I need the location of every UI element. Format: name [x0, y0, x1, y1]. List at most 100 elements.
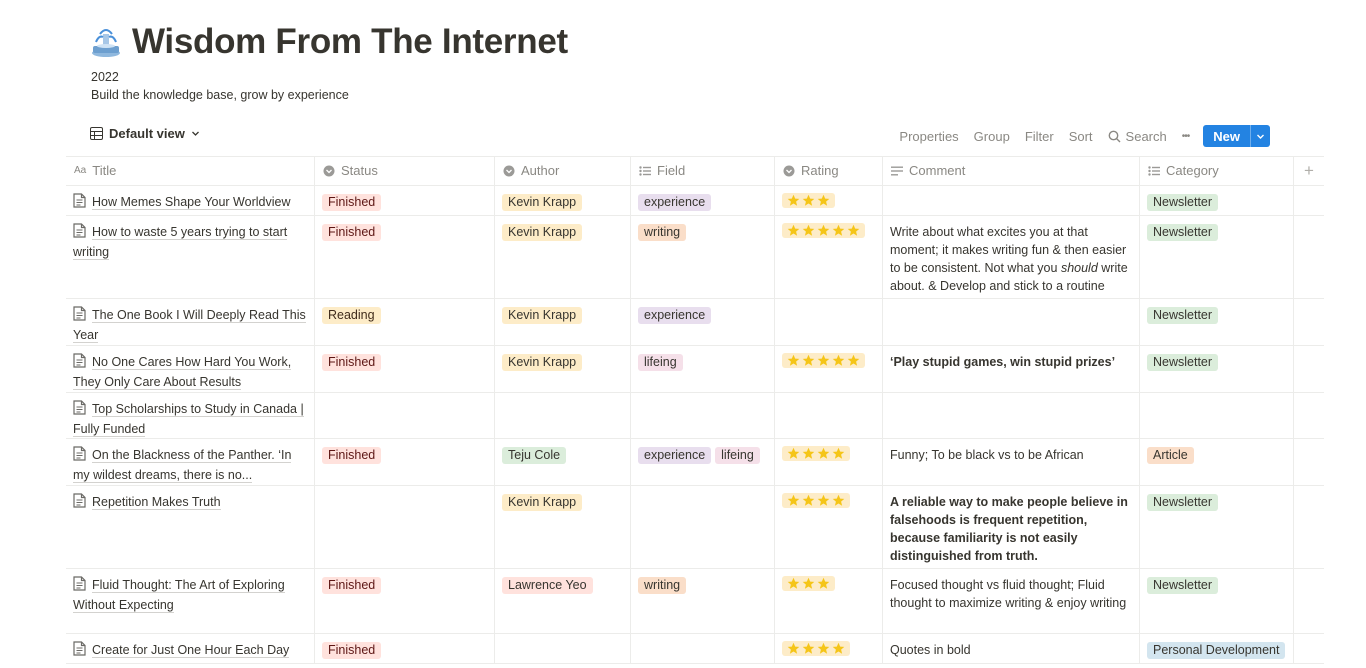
title-cell[interactable]: How Memes Shape Your Worldview	[66, 186, 315, 215]
category-tag[interactable]: Newsletter	[1147, 577, 1219, 594]
page-title[interactable]: Wisdom From The Internet	[132, 22, 568, 61]
title-cell[interactable]: How to waste 5 years trying to start wri…	[66, 216, 315, 298]
field-cell[interactable]: lifeing	[631, 346, 775, 392]
field-cell[interactable]	[631, 393, 775, 438]
category-cell[interactable]: Newsletter	[1140, 299, 1294, 345]
status-badge[interactable]: Finished	[322, 354, 382, 371]
category-cell[interactable]: Newsletter	[1140, 216, 1294, 298]
author-cell[interactable]: Lawrence Yeo	[495, 569, 631, 633]
field-tag[interactable]: experience	[638, 194, 712, 211]
more-options-button[interactable]: •••	[1181, 130, 1190, 142]
table-row[interactable]: Repetition Makes Truth Kevin Krapp A relia…	[66, 486, 1324, 569]
author-tag[interactable]: Kevin Krapp	[502, 224, 583, 241]
title-cell[interactable]: No One Cares How Hard You Work, They Onl…	[66, 346, 315, 392]
comment-cell[interactable]: Funny; To be black vs to be African	[883, 439, 1140, 485]
comment-cell[interactable]: A reliable way to make people believe in…	[883, 486, 1140, 568]
author-tag[interactable]: Kevin Krapp	[502, 354, 583, 371]
field-cell[interactable]: writing	[631, 569, 775, 633]
author-tag[interactable]: Kevin Krapp	[502, 307, 583, 324]
author-cell[interactable]: Kevin Krapp	[495, 486, 631, 568]
comment-cell[interactable]: Focused thought vs fluid thought; Fluid …	[883, 569, 1140, 633]
field-cell[interactable]: experience	[631, 299, 775, 345]
status-cell[interactable]	[315, 486, 495, 568]
author-cell[interactable]	[495, 393, 631, 438]
star-rating[interactable]	[782, 576, 835, 591]
category-cell[interactable]: Newsletter	[1140, 486, 1294, 568]
row-title-link[interactable]: Repetition Makes Truth	[92, 495, 221, 510]
status-badge[interactable]: Finished	[322, 577, 382, 594]
table-row[interactable]: No One Cares How Hard You Work, They Onl…	[66, 346, 1324, 393]
row-title-link[interactable]: On the Blackness of the Panther. ‘In my …	[73, 448, 292, 483]
rating-cell[interactable]	[775, 299, 883, 345]
column-header-rating[interactable]: Rating	[775, 157, 883, 185]
rating-cell[interactable]	[775, 186, 883, 215]
field-tag[interactable]: writing	[638, 577, 687, 594]
status-badge[interactable]: Finished	[322, 447, 382, 464]
category-tag[interactable]: Personal Development	[1147, 642, 1286, 659]
rating-cell[interactable]	[775, 393, 883, 438]
group-button[interactable]: Group	[973, 128, 1010, 144]
comment-cell[interactable]: ‘Play stupid games, win stupid prizes’	[883, 346, 1140, 392]
category-cell[interactable]: Newsletter	[1140, 569, 1294, 633]
field-tag[interactable]: lifeing	[715, 447, 760, 464]
page-description[interactable]: 2022 Build the knowledge base, grow by e…	[91, 68, 349, 104]
row-title-link[interactable]: No One Cares How Hard You Work, They Onl…	[73, 355, 292, 390]
comment-cell[interactable]	[883, 186, 1140, 215]
new-button[interactable]: New	[1213, 128, 1240, 144]
title-cell[interactable]: Repetition Makes Truth	[66, 486, 315, 568]
status-cell[interactable]: Reading	[315, 299, 495, 345]
table-row[interactable]: Top Scholarships to Study in Canada | Fu…	[66, 393, 1324, 439]
sort-button[interactable]: Sort	[1068, 128, 1093, 144]
author-tag[interactable]: Lawrence Yeo	[502, 577, 593, 594]
author-cell[interactable]	[495, 634, 631, 663]
default-view-tab[interactable]: Default view	[90, 126, 200, 141]
status-cell[interactable]: Finished	[315, 634, 495, 663]
star-rating[interactable]	[782, 446, 850, 461]
title-cell[interactable]: Create for Just One Hour Each Day	[66, 634, 315, 663]
row-title-link[interactable]: Top Scholarships to Study in Canada | Fu…	[73, 402, 304, 437]
author-cell[interactable]: Kevin Krapp	[495, 346, 631, 392]
field-tag[interactable]: writing	[638, 224, 687, 241]
field-cell[interactable]: experience	[631, 186, 775, 215]
column-header-title[interactable]: Aa Title	[66, 157, 315, 185]
category-cell[interactable]: Newsletter	[1140, 346, 1294, 392]
new-dropdown-button[interactable]	[1250, 125, 1270, 147]
status-cell[interactable]: Finished	[315, 186, 495, 215]
properties-button[interactable]: Properties	[899, 128, 959, 144]
status-badge[interactable]: Finished	[322, 194, 382, 211]
author-cell[interactable]: Kevin Krapp	[495, 299, 631, 345]
category-cell[interactable]: Newsletter	[1140, 186, 1294, 215]
search-button[interactable]: Search	[1108, 129, 1167, 144]
filter-button[interactable]: Filter	[1024, 128, 1054, 144]
comment-cell[interactable]	[883, 299, 1140, 345]
category-tag[interactable]: Newsletter	[1147, 194, 1219, 211]
rating-cell[interactable]	[775, 346, 883, 392]
row-title-link[interactable]: The One Book I Will Deeply Read This Yea…	[73, 308, 306, 343]
field-cell[interactable]: experience lifeing	[631, 439, 775, 485]
title-cell[interactable]: On the Blackness of the Panther. ‘In my …	[66, 439, 315, 485]
status-cell[interactable]: Finished	[315, 569, 495, 633]
status-cell[interactable]: Finished	[315, 216, 495, 298]
column-header-comment[interactable]: Comment	[883, 157, 1140, 185]
author-tag[interactable]: Teju Cole	[502, 447, 567, 464]
status-badge[interactable]: Finished	[322, 224, 382, 241]
author-tag[interactable]: Kevin Krapp	[502, 494, 583, 511]
status-cell[interactable]: Finished	[315, 346, 495, 392]
rating-cell[interactable]	[775, 634, 883, 663]
category-tag[interactable]: Newsletter	[1147, 494, 1219, 511]
row-title-link[interactable]: Fluid Thought: The Art of Exploring With…	[73, 578, 285, 613]
star-rating[interactable]	[782, 193, 835, 208]
fountain-icon[interactable]	[90, 26, 122, 58]
column-header-status[interactable]: Status	[315, 157, 495, 185]
category-tag[interactable]: Newsletter	[1147, 224, 1219, 241]
field-cell[interactable]	[631, 486, 775, 568]
author-cell[interactable]: Kevin Krapp	[495, 216, 631, 298]
column-header-category[interactable]: Category	[1140, 157, 1294, 185]
author-cell[interactable]: Teju Cole	[495, 439, 631, 485]
rating-cell[interactable]	[775, 486, 883, 568]
column-header-author[interactable]: Author	[495, 157, 631, 185]
rating-cell[interactable]	[775, 216, 883, 298]
star-rating[interactable]	[782, 223, 865, 238]
star-rating[interactable]	[782, 493, 850, 508]
table-row[interactable]: On the Blackness of the Panther. ‘In my …	[66, 439, 1324, 486]
